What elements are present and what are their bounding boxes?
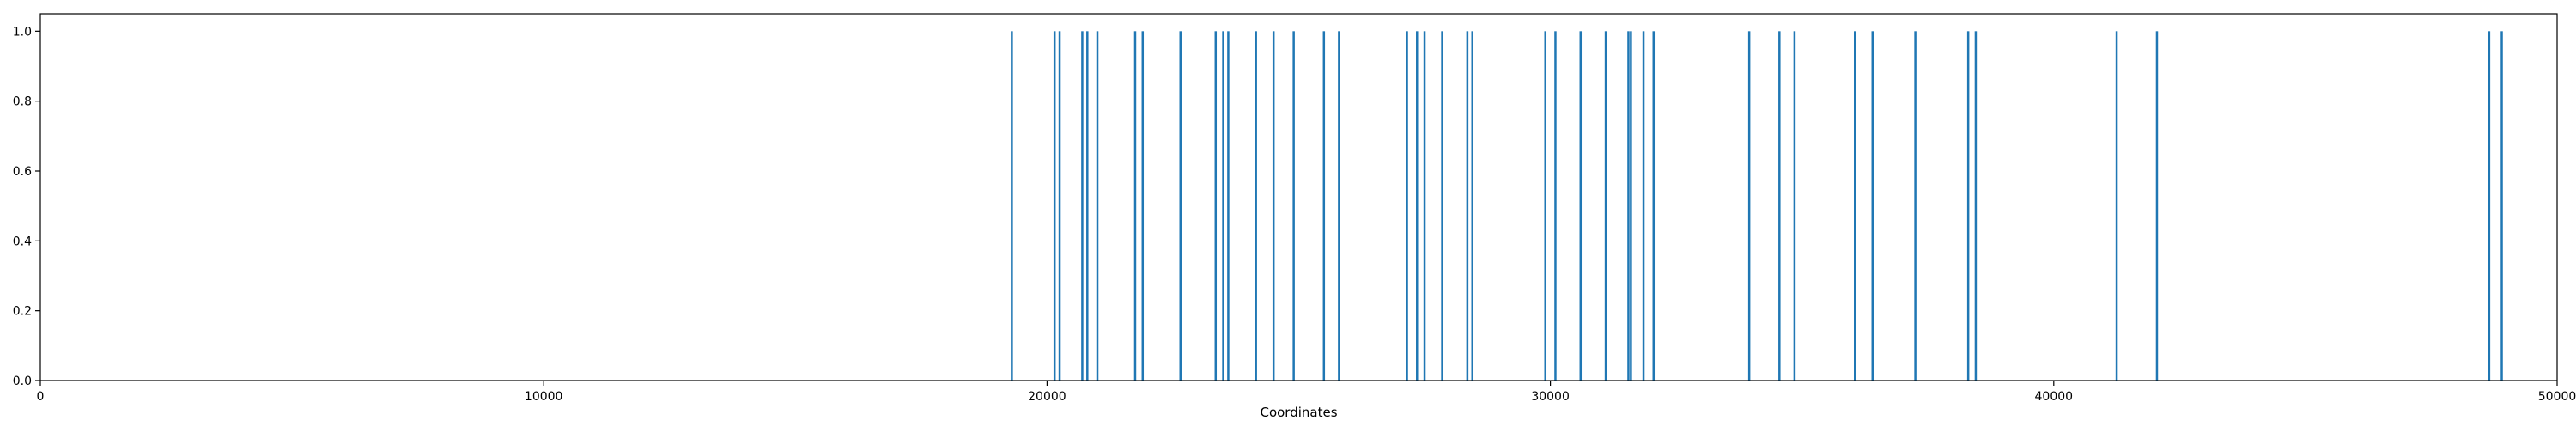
x-tick-label: 40000 xyxy=(2035,390,2074,404)
bar xyxy=(1579,31,1583,381)
bar xyxy=(2488,31,2491,381)
bar xyxy=(1652,31,1656,381)
x-tick-label: 0 xyxy=(37,390,45,404)
y-tick-label: 0.4 xyxy=(13,235,32,248)
bar xyxy=(2500,31,2503,381)
bar xyxy=(1058,31,1061,381)
bar xyxy=(1793,31,1796,381)
bar xyxy=(1871,31,1874,381)
x-tick-label: 10000 xyxy=(525,390,563,404)
bar xyxy=(1272,31,1275,381)
y-tick-label: 1.0 xyxy=(13,25,32,39)
y-tick-label: 0.0 xyxy=(13,375,32,388)
bar xyxy=(1966,31,1970,381)
bar xyxy=(1406,31,1408,381)
bar xyxy=(1441,31,1443,381)
bar xyxy=(1416,31,1419,381)
bar xyxy=(1227,31,1230,381)
bar xyxy=(1338,31,1340,381)
bar xyxy=(1466,31,1469,381)
plot-frame xyxy=(39,13,2558,381)
bar xyxy=(1179,31,1182,381)
x-tick-label: 20000 xyxy=(1028,390,1066,404)
bar xyxy=(1544,31,1546,381)
bar xyxy=(1096,31,1099,381)
bar xyxy=(1053,31,1056,381)
y-tick-label: 0.2 xyxy=(13,305,32,319)
x-tick-label: 50000 xyxy=(2538,390,2576,404)
bar xyxy=(1642,31,1645,381)
bar xyxy=(1974,31,1978,381)
bar xyxy=(1854,31,1856,381)
y-tick-label: 0.8 xyxy=(13,95,32,109)
bar xyxy=(1081,31,1084,381)
bar xyxy=(1214,31,1218,381)
bar xyxy=(1086,31,1089,381)
bar xyxy=(1011,31,1013,381)
y-tick-label: 0.6 xyxy=(13,165,32,179)
bar xyxy=(1630,31,1632,381)
bar xyxy=(1554,31,1557,381)
bar xyxy=(1423,31,1426,381)
bar xyxy=(1222,31,1224,381)
bar xyxy=(1255,31,1257,381)
bar xyxy=(1322,31,1326,381)
bar xyxy=(1778,31,1781,381)
bar xyxy=(1914,31,1917,381)
axes-layer: 0 10000 20000 30000 40000 50000 0.0 0.2 0.4 0.6 0.… xyxy=(13,13,2576,404)
bar xyxy=(1292,31,1295,381)
x-tick-label: 30000 xyxy=(1531,390,1570,404)
bar xyxy=(1747,31,1751,381)
bar xyxy=(1471,31,1473,381)
x-axis-label: Coordinates xyxy=(1260,405,1337,420)
bars-layer xyxy=(1011,31,2503,381)
bar xyxy=(2155,31,2159,381)
bar xyxy=(1627,31,1630,381)
bar xyxy=(1141,31,1145,381)
bar xyxy=(1133,31,1137,381)
bar xyxy=(2115,31,2118,381)
bar xyxy=(1604,31,1607,381)
